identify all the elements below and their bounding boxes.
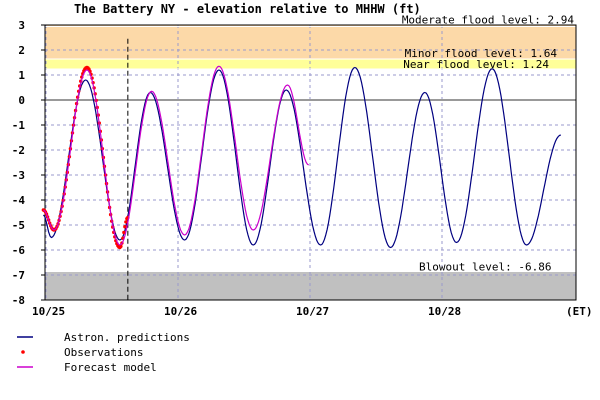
plot-area: Moderate flood level: 2.94 Minor flood le… bbox=[12, 14, 593, 319]
y-tick-label: 0 bbox=[18, 94, 25, 107]
blowout-label: Blowout level: -6.86 bbox=[419, 261, 551, 274]
forecast-model-line bbox=[43, 65, 310, 246]
legend-label: Observations bbox=[64, 346, 143, 359]
y-tick-label: -3 bbox=[12, 169, 25, 182]
observations-series bbox=[41, 65, 130, 250]
y-tick-label: -1 bbox=[12, 119, 26, 132]
plot-frame bbox=[44, 24, 577, 301]
legend-label: Forecast model bbox=[64, 361, 157, 374]
y-tick-label: -8 bbox=[12, 294, 25, 307]
legend-label: Astron. predictions bbox=[64, 331, 190, 344]
chart-title: The Battery NY - elevation relative to M… bbox=[74, 2, 421, 16]
near-flood-label: Near flood level: 1.24 bbox=[403, 58, 549, 71]
observation-point bbox=[122, 230, 126, 235]
x-tick-label: 10/28 bbox=[428, 305, 461, 318]
legend-observations-swatch bbox=[21, 350, 25, 354]
x-tick-label: 10/27 bbox=[296, 305, 329, 318]
observation-point bbox=[124, 220, 128, 224]
y-tick-label: -4 bbox=[12, 194, 26, 207]
y-tick-label: -6 bbox=[12, 244, 26, 257]
y-tick-label: 3 bbox=[18, 19, 25, 32]
y-tick-label: 1 bbox=[18, 69, 25, 82]
moderate-flood-band bbox=[45, 25, 576, 59]
observation-point bbox=[123, 225, 127, 229]
y-tick-label: -2 bbox=[12, 144, 25, 157]
astron-predictions-line bbox=[42, 66, 561, 249]
x-unit-label: (ET) bbox=[566, 305, 593, 318]
x-tick-label: 10/25 bbox=[32, 305, 65, 318]
legend: Astron. predictions Observations Forecast … bbox=[17, 331, 190, 374]
y-tick-label: -7 bbox=[12, 269, 25, 282]
x-tick-label: 10/26 bbox=[164, 305, 197, 318]
y-tick-label: -5 bbox=[12, 219, 25, 232]
series-group bbox=[41, 65, 561, 250]
moderate-flood-label: Moderate flood level: 2.94 bbox=[402, 14, 575, 27]
y-tick-label: 2 bbox=[18, 44, 25, 57]
minor-flood-label: Minor flood level: 1.64 bbox=[405, 47, 558, 60]
